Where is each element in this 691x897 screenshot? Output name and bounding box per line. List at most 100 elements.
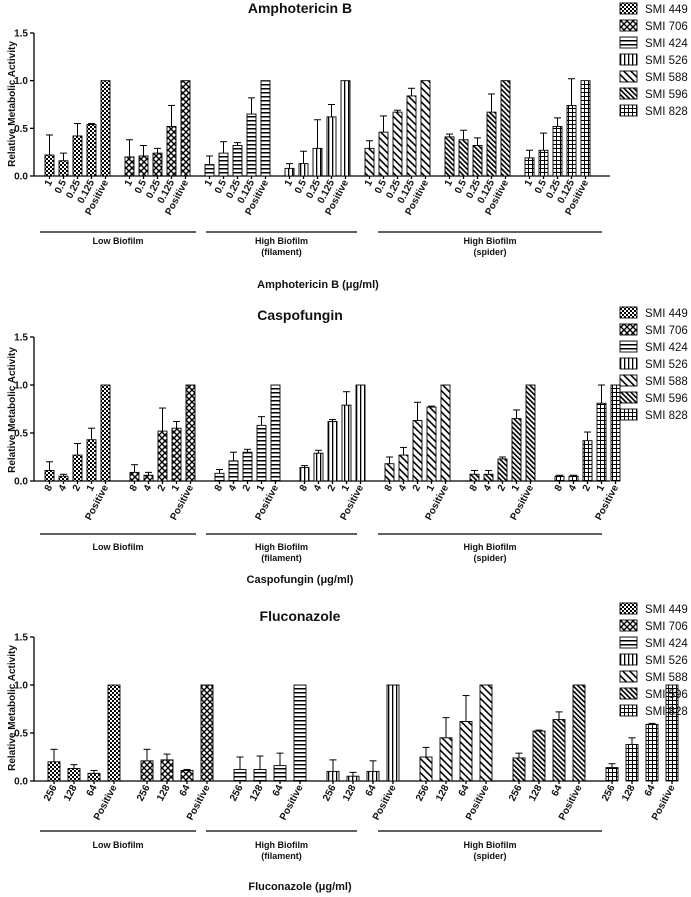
bar	[298, 163, 309, 177]
x-tick-label: 8	[383, 483, 396, 493]
bar	[568, 475, 579, 482]
legend-label: SMI 596	[645, 393, 688, 405]
bar	[218, 152, 229, 177]
legend-swatch	[619, 636, 638, 649]
legend-label: SMI 828	[645, 410, 688, 422]
legend-label: SMI 588	[645, 672, 688, 684]
bar	[384, 463, 395, 482]
bar	[293, 684, 307, 782]
bar	[232, 145, 243, 177]
legend-swatch	[619, 70, 638, 83]
bar	[440, 384, 451, 482]
bar	[366, 770, 380, 782]
y-tick-label: 0.5	[14, 729, 28, 740]
x-tick-label: 8	[298, 483, 311, 493]
x-tick-label: 256	[228, 783, 246, 803]
x-tick-label: 64	[271, 783, 286, 798]
legend-swatch	[619, 36, 638, 49]
x-tick-label: 1	[510, 483, 523, 493]
bar	[100, 384, 111, 482]
group-label: High Biofilm	[464, 840, 517, 850]
legend-label: SMI 449	[645, 308, 688, 320]
legend-label: SMI 828	[645, 106, 688, 118]
x-tick-label: 2	[326, 483, 339, 493]
bar	[129, 471, 140, 482]
y-tick-label: 1.5	[14, 29, 28, 40]
bar	[327, 421, 338, 482]
bar	[124, 156, 135, 177]
bar	[645, 723, 659, 782]
bar	[228, 460, 239, 482]
bar	[180, 80, 191, 177]
x-tick-label: 2	[156, 483, 169, 493]
bar	[426, 406, 437, 482]
bar	[469, 473, 480, 482]
x-tick-label: 2	[496, 483, 509, 493]
bar	[486, 111, 497, 177]
bar	[160, 759, 174, 782]
bar	[524, 157, 535, 177]
bar	[86, 124, 97, 177]
legend-swatch	[619, 408, 638, 421]
legend-label: SMI 828	[645, 706, 688, 718]
group-label: High Biofilm	[255, 542, 308, 552]
x-tick-label: 4	[567, 483, 580, 493]
x-tick-label: 8	[468, 483, 481, 493]
legend-swatch	[619, 374, 638, 387]
chart-title: Caspofungin	[257, 307, 343, 323]
bar	[200, 684, 214, 782]
bar	[364, 147, 375, 177]
x-axis-label: Caspofungin (μg/ml)	[247, 574, 354, 586]
bar	[412, 420, 423, 482]
y-tick-label: 0.0	[14, 172, 28, 183]
bar	[605, 767, 619, 782]
legend-swatch	[619, 653, 638, 666]
legend-label: SMI 526	[645, 359, 688, 371]
bar	[44, 154, 55, 177]
bar	[552, 719, 566, 782]
bar	[566, 105, 577, 177]
x-tick-label: 1	[85, 483, 98, 493]
group-label: High Biofilm	[255, 840, 308, 850]
legend-swatch	[619, 704, 638, 717]
legend-label: SMI 424	[645, 638, 688, 650]
chart-panel-amphotericin: Amphotericin B Relative Metabolic Activi…	[7, 0, 688, 291]
bar	[512, 757, 526, 782]
bar	[610, 384, 621, 482]
x-tick-label: 128	[434, 783, 452, 803]
legend-label: SMI 596	[645, 689, 688, 701]
x-tick-label: 128	[527, 783, 545, 803]
x-tick-label: 256	[135, 783, 153, 803]
x-tick-label: 128	[620, 783, 638, 803]
x-tick-label: 1	[595, 483, 608, 493]
group-sublabel: (spider)	[473, 247, 506, 257]
bar	[532, 730, 546, 782]
x-tick-label: 1	[203, 178, 216, 188]
bar	[246, 113, 257, 177]
x-tick-label: 64	[550, 783, 565, 798]
x-tick-label: 1	[443, 178, 456, 188]
x-tick-label: 128	[341, 783, 359, 803]
bar	[72, 135, 83, 177]
legend-swatch	[619, 104, 638, 117]
legend-swatch	[619, 323, 638, 336]
bar	[572, 684, 586, 782]
bar	[256, 424, 267, 482]
bar	[284, 167, 295, 177]
bar	[511, 418, 522, 482]
x-tick-label: 1	[425, 483, 438, 493]
legend-swatch	[619, 391, 638, 404]
x-tick-label: 256	[321, 783, 339, 803]
x-tick-label: 1	[43, 178, 56, 188]
bar	[260, 80, 271, 177]
x-tick-label: 64	[364, 783, 379, 798]
bar	[47, 761, 61, 782]
bar	[554, 475, 565, 482]
x-axis-label: Amphotericin B (μg/ml)	[257, 279, 379, 291]
bar	[625, 744, 639, 782]
y-axis-label: Relative Metabolic Activity	[7, 41, 18, 167]
legend-label: SMI 449	[645, 4, 688, 16]
legend-label: SMI 526	[645, 55, 688, 67]
y-tick-label: 1.5	[14, 333, 28, 344]
